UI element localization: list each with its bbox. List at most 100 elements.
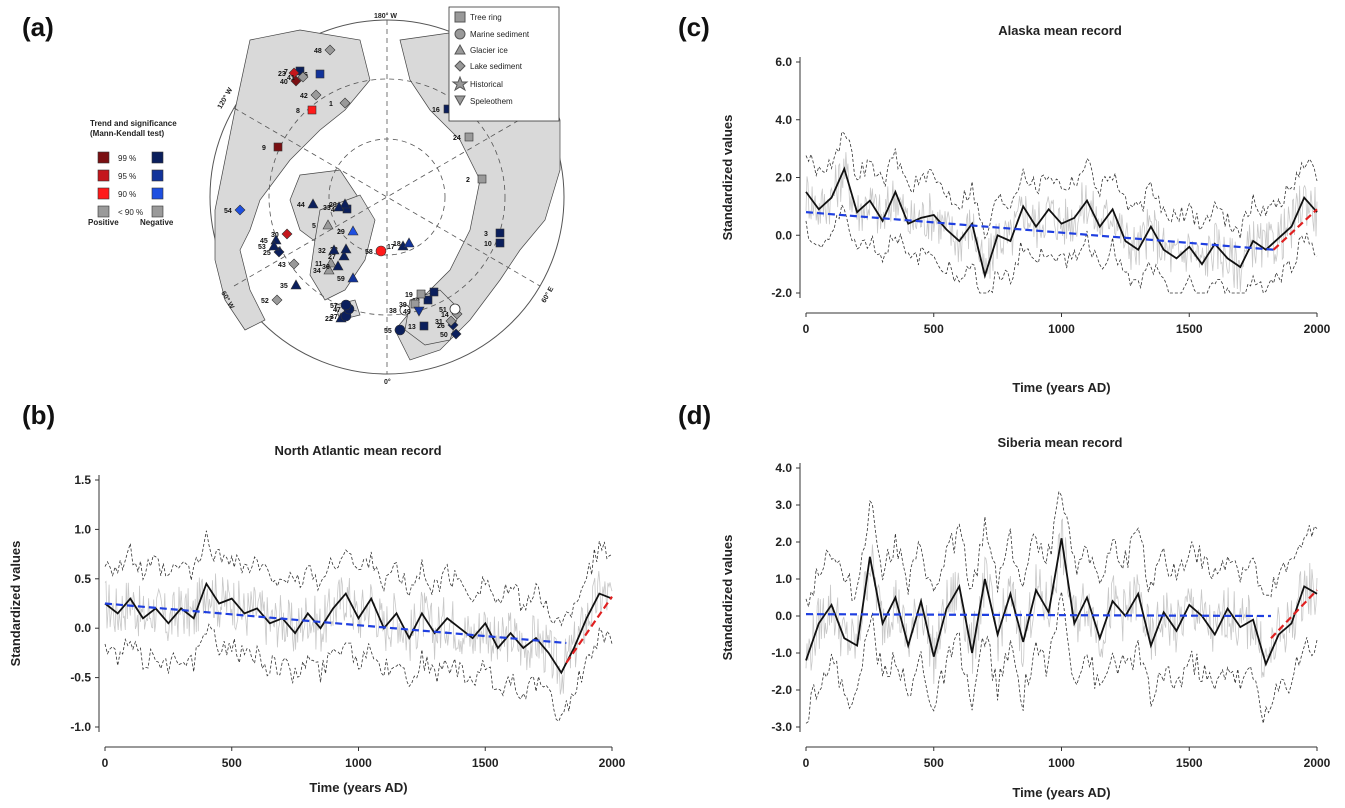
x-tick-label: 1500	[472, 756, 499, 770]
trend-swatch-positive	[97, 187, 110, 200]
legend-lake-sediment: Lake sediment	[470, 62, 523, 71]
y-tick-label: 1.5	[74, 473, 91, 487]
site-53-label: 53	[258, 244, 266, 251]
trend-legend-positive: Positive	[88, 218, 119, 227]
site-52-marker: 52	[261, 294, 283, 306]
site-38-label: 38	[389, 308, 397, 315]
site-35-marker: 35	[280, 279, 302, 290]
site-16-label: 16	[432, 107, 440, 114]
site-1-marker: 1	[329, 97, 351, 109]
legend-historical: Historical	[470, 80, 503, 89]
site-42-label: 42	[300, 93, 308, 100]
trend-legend: Trend and significance (Mann-Kendall tes…	[88, 119, 177, 227]
y-tick-label: 0.0	[775, 228, 792, 242]
panel-letter-b: (b)	[22, 400, 55, 430]
legend-glacier-ice-icon	[454, 43, 466, 55]
meridian-label-bottom: 0°	[384, 378, 391, 386]
site-57-marker: 57	[330, 299, 352, 311]
site-47-label: 47	[333, 307, 341, 314]
site-54-marker: 54	[224, 204, 246, 216]
trend-level-label: 99 %	[118, 154, 136, 163]
site-48-label: 48	[314, 48, 322, 55]
site-5-label: 5	[312, 223, 316, 230]
site-43-marker: 43	[278, 258, 300, 270]
chart-d-recent-trend	[1270, 589, 1318, 639]
chart-b-recent-trend	[565, 595, 613, 664]
site-44-marker: 44	[297, 198, 319, 209]
site-39-label: 39	[399, 302, 407, 309]
site-25-label: 25	[263, 250, 271, 257]
site-3-marker: 3	[484, 228, 505, 238]
site-30-marker: 30	[271, 228, 293, 240]
y-tick-label: 4.0	[775, 113, 792, 127]
x-tick-label: 1000	[345, 756, 372, 770]
site-59-label: 59	[337, 276, 345, 283]
site-34-marker: 34	[313, 264, 335, 275]
chart-b-smoothed-mean	[104, 581, 613, 675]
site-50-marker: 50	[440, 328, 462, 340]
trend-legend-title: Trend and significance	[90, 119, 177, 128]
site-10-marker: 10	[484, 238, 505, 248]
y-tick-label: 0.0	[74, 621, 91, 635]
trend-swatch-positive	[97, 151, 110, 164]
y-tick-label: 0.0	[775, 609, 792, 623]
site-9-label: 9	[262, 145, 266, 152]
site-29-label: 29	[337, 229, 345, 236]
chart-b-envelope-upper	[104, 530, 613, 627]
chart-d-xlabel: Time (years AD)	[1012, 785, 1110, 800]
site-58-label: 58	[365, 249, 373, 256]
chart-d-long-term-trend	[805, 613, 1272, 618]
site-40-label: 40	[280, 79, 288, 86]
y-tick-label: 0.5	[74, 572, 91, 586]
site-27-marker: 27	[328, 250, 350, 261]
trend-swatch-positive	[97, 169, 110, 182]
legend-glacier-ice: Glacier ice	[470, 46, 508, 55]
legend-marine-sediment: Marine sediment	[470, 30, 530, 39]
site-57-label: 57	[330, 303, 338, 310]
panel-letter-c: (c)	[678, 12, 710, 42]
x-tick-label: 0	[102, 756, 109, 770]
site-20-marker: 20	[329, 198, 351, 209]
site-26-label: 26	[437, 323, 445, 330]
meridian-label-right-lower: 60° E	[540, 285, 556, 304]
x-tick-label: 500	[924, 322, 944, 336]
panel-a-map: (a) 180° W 0° 120° W 60° W 60° E 1234567…	[22, 6, 565, 386]
site-29-marker: 29	[337, 225, 359, 236]
x-tick-label: 2000	[1304, 322, 1331, 336]
legend-tree-ring-icon	[454, 11, 466, 23]
site-13-label: 13	[408, 324, 416, 331]
chart-b-title: North Atlantic mean record	[274, 443, 441, 458]
site-19-label: 19	[405, 292, 413, 299]
chart-c-title: Alaska mean record	[998, 23, 1122, 38]
map-sites: 1234567891011121314151617181920222324252…	[224, 44, 505, 340]
chart-c-recent-trend	[1272, 208, 1318, 251]
legend-tree-ring: Tree ring	[470, 13, 502, 22]
site-49-marker: 49	[403, 306, 425, 317]
site-42-marker: 42	[300, 89, 322, 101]
chart-d-annual-series	[805, 518, 1318, 684]
site-30-label: 30	[271, 232, 279, 239]
site-54-label: 54	[224, 208, 232, 215]
site-22-label: 22	[325, 316, 333, 323]
y-tick-label: -2.0	[771, 683, 792, 697]
chart-north-atlantic: North Atlantic mean record -1.0 -0.5 0.0 0.5…	[8, 443, 626, 795]
site-55-label: 55	[384, 328, 392, 335]
site-10-label: 10	[484, 241, 492, 248]
x-tick-label: 500	[222, 756, 242, 770]
trend-swatch-negative	[151, 205, 164, 218]
legend-marine-sediment-icon	[454, 28, 466, 40]
y-tick-label: -1.0	[771, 646, 792, 660]
site-49-label: 49	[403, 309, 411, 316]
site-8-label: 8	[296, 108, 300, 115]
site-48-marker: 48	[314, 44, 336, 56]
site-41-label: 41	[287, 75, 295, 82]
archive-legend-box	[448, 6, 560, 122]
site-45-label: 45	[260, 238, 268, 245]
site-11-marker: 11	[315, 257, 337, 268]
trend-swatch-negative	[151, 169, 164, 182]
site-9-marker: 9	[262, 142, 283, 152]
x-tick-label: 1000	[1048, 756, 1075, 770]
land-north-america	[214, 29, 371, 331]
legend-historical-icon	[451, 75, 469, 92]
site-1-label: 1	[329, 101, 333, 108]
